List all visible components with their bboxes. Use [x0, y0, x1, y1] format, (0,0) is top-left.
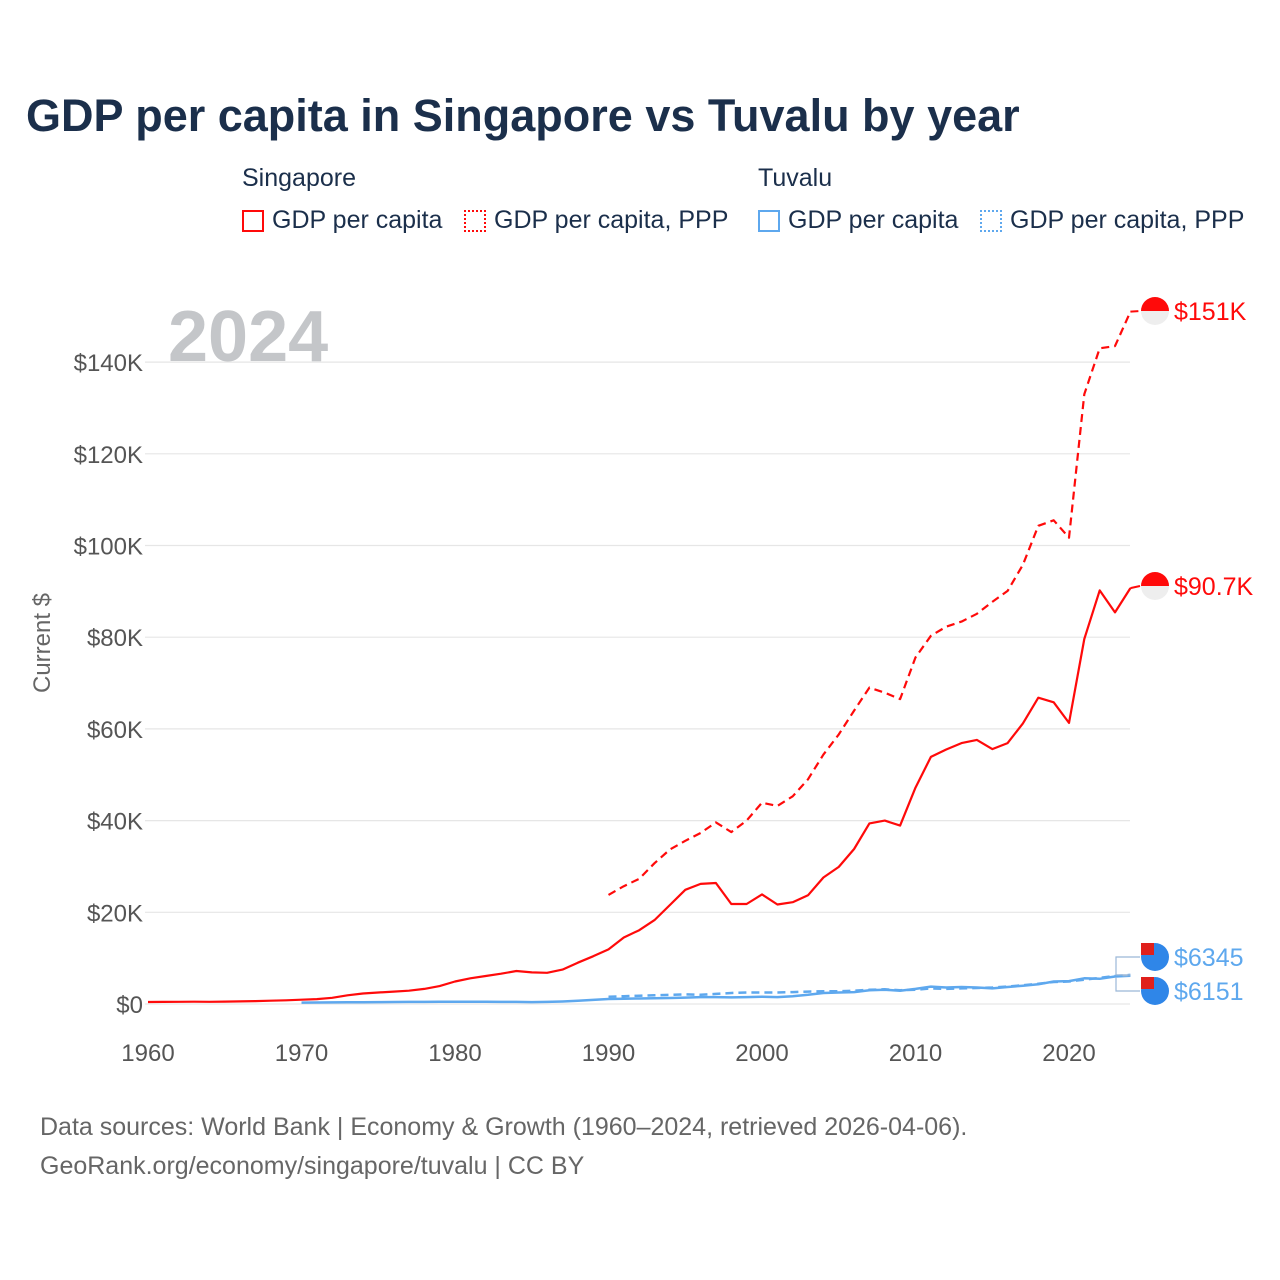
legend-sg-gdp[interactable]: GDP per capita: [242, 206, 442, 235]
y-tick-label: $0: [116, 992, 143, 1019]
label-connector: [1115, 956, 1140, 976]
legend-group-tuvalu: Tuvalu: [758, 164, 833, 192]
end-value-label: $90.7K: [1174, 573, 1254, 601]
label-connector: [1130, 310, 1141, 313]
source-line: Data sources: World Bank | Economy & Gro…: [40, 1113, 968, 1141]
legend-swatch: [242, 209, 264, 232]
source-url[interactable]: GeoRank.org/economy/singapore/tuvalu | C…: [40, 1152, 585, 1180]
y-tick-label: $120K: [74, 442, 143, 469]
x-tick-label: 1970: [275, 1040, 328, 1067]
legend-swatch: [758, 209, 780, 232]
legend-label: GDP per capita, PPP: [494, 206, 729, 234]
legend-tv-ppp[interactable]: GDP per capita, PPP: [980, 206, 1244, 235]
year-label: 2024: [168, 297, 329, 377]
x-tick-label: 2000: [735, 1040, 788, 1067]
end-value-label: $6151: [1174, 978, 1244, 1006]
y-tick-label: $20K: [87, 900, 143, 927]
end-value-label: $151K: [1174, 298, 1247, 326]
label-connector: [1130, 585, 1141, 590]
y-axis-label: Current $: [29, 593, 56, 693]
x-tick-label: 1960: [121, 1040, 174, 1067]
x-tick-label: 1980: [428, 1040, 481, 1067]
series-line: [608, 973, 1131, 998]
singapore-flag-red: [1141, 572, 1169, 586]
x-tick-label: 2020: [1042, 1040, 1095, 1067]
legend-label: GDP per capita: [788, 206, 959, 234]
x-tick-label: 2010: [889, 1040, 942, 1067]
legend-tv-gdp[interactable]: GDP per capita: [758, 206, 958, 235]
x-tick-label: 1990: [582, 1040, 635, 1067]
end-value-label: $6345: [1174, 944, 1244, 972]
y-tick-label: $40K: [87, 809, 143, 836]
label-connector: [1115, 975, 1140, 992]
source-note: Data sources: World Bank | Economy & Gro…: [40, 1108, 967, 1186]
y-tick-label: $100K: [74, 534, 143, 561]
series-line: [147, 587, 1132, 1004]
y-tick-label: $80K: [87, 625, 143, 652]
tuvalu-flag-union: [1141, 977, 1154, 989]
chart-title: GDP per capita in Singapore vs Tuvalu by…: [26, 90, 1020, 141]
legend-group-singapore: Singapore: [242, 164, 356, 192]
tuvalu-flag-union: [1141, 943, 1154, 955]
legend-swatch: [980, 209, 1002, 232]
legend-swatch: [464, 209, 486, 232]
series-line: [607, 311, 1132, 896]
y-tick-label: $140K: [74, 350, 143, 377]
legend-sg-ppp[interactable]: GDP per capita, PPP: [464, 206, 728, 235]
singapore-flag-red: [1141, 297, 1169, 311]
legend-label: GDP per capita, PPP: [1010, 206, 1245, 234]
y-tick-label: $60K: [87, 717, 143, 744]
legend-label: GDP per capita: [272, 206, 443, 234]
